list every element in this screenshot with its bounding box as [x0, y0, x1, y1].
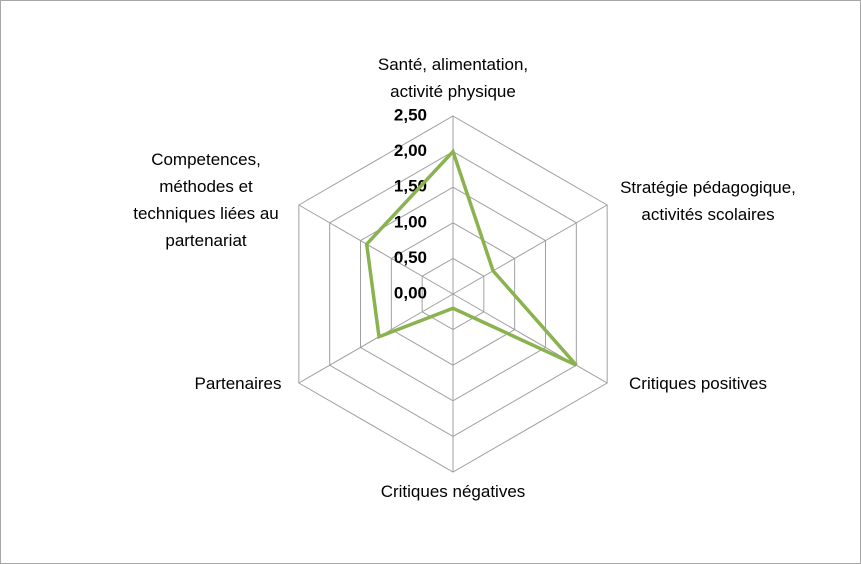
- spoke: [452, 293, 608, 384]
- category-label: Critiques positives: [629, 373, 767, 393]
- tick-label: 0,50: [394, 248, 427, 267]
- tick-label: 2,50: [394, 105, 427, 124]
- tick-label: 1,00: [394, 212, 427, 231]
- tick-label: 1,50: [394, 177, 427, 196]
- spoke: [298, 293, 454, 384]
- spoke: [452, 204, 608, 295]
- category-label: Santé, alimentation, activité physique: [377, 55, 529, 101]
- tick-label: 2,00: [394, 141, 427, 160]
- series-line: [364, 148, 578, 367]
- tick-label: 0,00: [394, 283, 427, 302]
- category-label: Partenaires: [194, 373, 282, 393]
- category-label: Critiques négatives: [380, 481, 526, 501]
- category-label: Competences, méthodes et techniques liée…: [133, 150, 279, 250]
- spoke: [298, 204, 454, 295]
- category-label: Stratégie pédagogique, activités scolair…: [620, 178, 796, 224]
